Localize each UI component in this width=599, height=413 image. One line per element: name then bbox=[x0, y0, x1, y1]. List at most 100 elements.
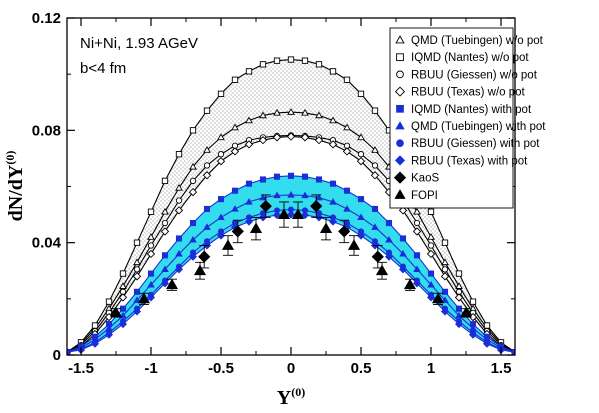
data-point bbox=[230, 147, 240, 156]
legend-entry: IQMD (Nantes) w/o pot bbox=[396, 52, 529, 64]
legend-entry: RBUU (Texas) w/o pot bbox=[394, 86, 526, 99]
data-point bbox=[259, 200, 272, 213]
data-point bbox=[137, 292, 151, 304]
data-point bbox=[329, 116, 337, 124]
data-point bbox=[231, 76, 239, 83]
series-8 bbox=[67, 210, 515, 355]
legend-label: RBUU (Texas) with pot bbox=[411, 155, 528, 167]
data-point bbox=[245, 198, 253, 205]
data-point bbox=[175, 250, 183, 257]
legend-label: FOPI bbox=[411, 190, 438, 202]
data-point bbox=[301, 108, 309, 116]
data-point bbox=[399, 235, 407, 242]
data-point bbox=[343, 187, 351, 194]
data-point bbox=[133, 288, 141, 295]
data-point bbox=[216, 157, 226, 166]
data-point bbox=[133, 258, 141, 266]
data-point bbox=[245, 116, 253, 124]
legend-entry: RBUU (Texas) with pot bbox=[394, 155, 528, 167]
data-point bbox=[203, 205, 211, 213]
data-point bbox=[287, 172, 295, 179]
data-point bbox=[426, 293, 436, 302]
axis-ticks: -1.5 -1 -0.5 0 0.5 1 1.5 0 0.04 0.08 0.12 bbox=[32, 10, 515, 377]
legend-entry: QMD (Tuebingen) w/o pot bbox=[395, 35, 544, 47]
data-point bbox=[259, 61, 267, 68]
data-point bbox=[147, 270, 155, 277]
data-point bbox=[357, 196, 365, 203]
data-point bbox=[413, 265, 421, 273]
data-point bbox=[347, 239, 361, 250]
data-point bbox=[328, 217, 338, 226]
experimental-series bbox=[109, 201, 473, 318]
data-point bbox=[286, 210, 296, 219]
legend-marker bbox=[395, 35, 405, 44]
data-point bbox=[371, 250, 384, 263]
data-point bbox=[441, 296, 449, 303]
legend-label: IQMD (Nantes) with pot bbox=[411, 104, 532, 116]
data-point bbox=[329, 68, 337, 75]
legend-marker bbox=[394, 86, 406, 97]
data-point bbox=[189, 219, 197, 227]
legend-marker bbox=[396, 70, 404, 79]
data-point bbox=[160, 227, 170, 236]
data-point bbox=[370, 171, 380, 180]
data-point bbox=[427, 208, 435, 215]
data-point bbox=[441, 239, 449, 246]
data-point bbox=[315, 61, 323, 68]
data-point bbox=[483, 322, 491, 329]
data-point bbox=[259, 176, 267, 183]
series-line bbox=[67, 214, 515, 353]
data-point bbox=[469, 298, 477, 305]
data-point bbox=[132, 307, 142, 316]
experimental-data-layer bbox=[109, 194, 473, 318]
legend-entry: QMD (Tuebingen) with pot bbox=[395, 121, 546, 133]
data-point bbox=[165, 278, 179, 290]
data-point bbox=[221, 239, 235, 250]
data-point bbox=[287, 191, 295, 198]
x-tick-label: 1 bbox=[427, 360, 435, 377]
x-tick-label: 0.5 bbox=[351, 360, 372, 377]
data-point bbox=[455, 270, 463, 277]
data-point bbox=[398, 206, 408, 215]
data-point bbox=[259, 193, 267, 201]
data-point bbox=[371, 145, 379, 153]
data-point bbox=[310, 200, 323, 213]
data-point bbox=[203, 145, 211, 153]
data-point bbox=[147, 280, 155, 288]
data-point bbox=[161, 207, 169, 215]
legend-label: RBUU (Texas) w/o pot bbox=[411, 87, 526, 99]
data-point bbox=[104, 330, 114, 339]
data-point bbox=[287, 108, 295, 115]
legend-marker bbox=[394, 189, 406, 199]
data-point bbox=[231, 187, 239, 194]
data-point bbox=[244, 140, 254, 149]
data-point bbox=[357, 151, 365, 158]
data-point bbox=[357, 90, 365, 97]
legend-label: QMD (Tuebingen) w/o pot bbox=[411, 35, 544, 47]
data-point bbox=[244, 217, 254, 226]
data-point bbox=[147, 233, 155, 240]
data-point bbox=[175, 151, 183, 158]
data-point bbox=[105, 298, 113, 305]
data-point bbox=[412, 279, 422, 288]
data-point bbox=[459, 306, 473, 318]
data-point bbox=[203, 107, 211, 114]
x-tick-label: -1 bbox=[144, 360, 157, 377]
legend-marker bbox=[394, 155, 406, 166]
data-point bbox=[356, 157, 366, 166]
data-point bbox=[174, 265, 184, 274]
data-point bbox=[147, 242, 155, 249]
data-point bbox=[133, 296, 141, 303]
annotation: b<4 fm bbox=[80, 60, 126, 77]
x-tick-label: -1.5 bbox=[68, 360, 94, 377]
data-point bbox=[385, 219, 393, 227]
data-point bbox=[161, 265, 169, 273]
data-point bbox=[217, 151, 225, 158]
data-point bbox=[403, 278, 417, 290]
data-point bbox=[343, 205, 351, 212]
data-point bbox=[188, 187, 198, 197]
legend-entry: FOPI bbox=[394, 189, 438, 202]
data-point bbox=[160, 279, 170, 288]
legend-label: IQMD (Nantes) w/o pot bbox=[411, 52, 529, 64]
data-point bbox=[258, 136, 268, 145]
